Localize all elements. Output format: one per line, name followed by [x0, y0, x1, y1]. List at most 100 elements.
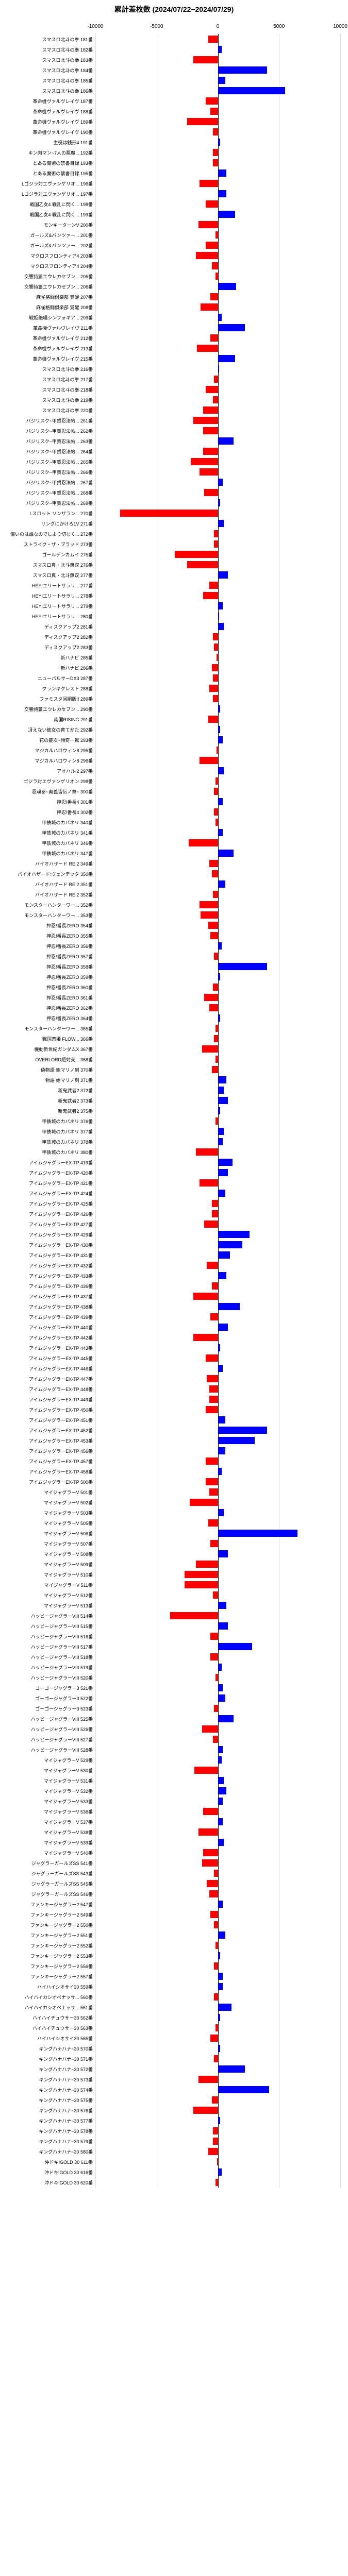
row-label: ファミスタ回胴版!! 289番	[3, 696, 93, 702]
bar	[206, 1354, 218, 1362]
row-label: アイムジャグラーEX-TP 424番	[3, 1190, 93, 1197]
row-label: バジリスク~甲賀忍法帖... 267番	[3, 479, 93, 486]
data-row: マイジャグラーV 531番	[0, 1775, 348, 1786]
data-row: バジリスク~甲賀忍法帖... 265番	[0, 456, 348, 467]
row-label: ディスクアップ2 283番	[3, 644, 93, 651]
data-row: 交響詩篇エウレカセブン... 290番	[0, 704, 348, 714]
row-label: ガールズ&パンツァー... 201番	[3, 232, 93, 239]
row-label: マイジャグラーV 530番	[3, 1767, 93, 1774]
data-row: ハッピージャグラーVIII 520番	[0, 1672, 348, 1683]
bar	[216, 1025, 218, 1032]
bar	[193, 56, 218, 63]
row-label: Lスロット ソンザラン... 270番	[3, 510, 93, 517]
bar	[218, 973, 221, 980]
bar	[203, 427, 218, 434]
bar	[218, 1901, 223, 1908]
row-label: ジャグラーガールズSS 546番	[3, 1891, 93, 1897]
data-row: 押忍!番長ZERO 358番	[0, 961, 348, 972]
bar	[198, 221, 218, 228]
bar	[218, 1777, 224, 1784]
row-label: 甲鉄城のカバネリ 347番	[3, 850, 93, 857]
row-label: ハイハイチュウサー30 563番	[3, 2025, 93, 2031]
bar	[218, 66, 267, 74]
data-row: アイムジャグラーEX-TP 446番	[0, 1363, 348, 1374]
row-label: スマスロ北斗の拳 217番	[3, 376, 93, 383]
data-row: アイムジャグラーEX-TP 500番	[0, 1477, 348, 1487]
bar	[218, 1107, 221, 1114]
row-label: マイジャグラーV 540番	[3, 1850, 93, 1856]
row-label: バジリスク~甲賀忍法帖... 268番	[3, 489, 93, 496]
bar	[200, 468, 218, 476]
row-label: マイジャグラーV 529番	[3, 1757, 93, 1764]
row-label: マイジャグラーV 513番	[3, 1602, 93, 1609]
data-row: スマスロ北斗の拳 186番	[0, 86, 348, 96]
row-label: ファンキージャグラー2 556番	[3, 1963, 93, 1970]
data-row: キン肉マン~7人の悪魔... 192番	[0, 147, 348, 158]
row-label: アイムジャグラーEX-TP 448番	[3, 1386, 93, 1393]
data-row: Lスロット ソンザラン... 270番	[0, 508, 348, 518]
bar	[218, 1818, 223, 1825]
row-label: バジリスク~甲賀忍法帖... 263番	[3, 438, 93, 445]
row-label: バジリスク~甲賀忍法帖... 265番	[3, 459, 93, 465]
data-row: 革命機ヴァルヴレイヴ 211番	[0, 323, 348, 333]
data-row: アオハル!2 297番	[0, 766, 348, 776]
data-row: マイジャグラーV 538番	[0, 1827, 348, 1837]
data-row: マジカルハロウィン8 296番	[0, 755, 348, 766]
bar	[218, 1128, 224, 1135]
data-row: アイムジャグラーEX-TP 442番	[0, 1332, 348, 1343]
bar	[218, 1509, 224, 1516]
data-row: 押忍!番長ZERO 357番	[0, 951, 348, 961]
row-label: マイジャグラーV 505番	[3, 1520, 93, 1527]
bar	[212, 2096, 218, 2104]
bar	[214, 530, 218, 537]
data-row: ゴジラ対エヴァンゲリオン 298番	[0, 776, 348, 786]
data-row: マジカルハロウィン8 295番	[0, 745, 348, 755]
bar	[213, 674, 218, 682]
bar	[218, 1303, 240, 1310]
row-label: 甲鉄城のカバネリ 378番	[3, 1139, 93, 1145]
bar	[218, 1087, 224, 1094]
bar	[218, 1437, 255, 1444]
row-label: マイジャグラーV 511番	[3, 1582, 93, 1588]
data-row: 甲鉄城のカバネリ 377番	[0, 1126, 348, 1137]
bar	[212, 870, 218, 877]
bar	[198, 2076, 218, 2083]
row-label: 押忍!番長ZERO 359番	[3, 974, 93, 980]
bar	[200, 180, 218, 187]
row-label: バイオハザード RE:2 349番	[3, 860, 93, 867]
row-label: ハッピージャグラーVIII 517番	[3, 1643, 93, 1650]
row-label: アオハル!2 297番	[3, 768, 93, 774]
row-label: 交響詩篇エウレカセブン... 206番	[3, 283, 93, 290]
data-row: ハッピージャグラーVIII 515番	[0, 1621, 348, 1631]
row-label: 新鬼武者2 373番	[3, 1097, 93, 1104]
data-row: アイムジャグラーEX-TP 436番	[0, 1281, 348, 1291]
data-row: 押忍!番長ZERO 359番	[0, 972, 348, 982]
row-label: 革命機ヴァルヴレイヴ 188番	[3, 108, 93, 115]
row-label: ニューパルサーDX3 287番	[3, 675, 93, 682]
row-label: マイジャグラーV 503番	[3, 1510, 93, 1516]
data-row: 麻雀格闘倶楽部 覚醒 208番	[0, 302, 348, 312]
bar	[203, 1808, 218, 1815]
data-row: 花の慶次~傾奇一転 293番	[0, 735, 348, 745]
data-row: バジリスク~甲賀忍法帖... 263番	[0, 436, 348, 446]
bar	[196, 1148, 218, 1156]
data-row: アイムジャグラーEX-TP 456番	[0, 1446, 348, 1456]
row-label: アイムジャグラーEX-TP 457番	[3, 1458, 93, 1465]
data-row: 革命機ヴァルヴレイヴ 213番	[0, 343, 348, 353]
data-row: ディスクアップ2 283番	[0, 642, 348, 652]
row-label: 沖ドキ!GOLD 30 616番	[3, 2169, 93, 2176]
row-label: 花の慶次~傾奇一転 293番	[3, 737, 93, 743]
data-row: スマスロ真・北斗無双 277番	[0, 570, 348, 580]
bar	[213, 633, 218, 640]
row-label: アイムジャグラーEX-TP 430番	[3, 1242, 93, 1248]
bar	[218, 1365, 223, 1372]
axis-tick: 5000	[273, 24, 285, 29]
data-row: アイムジャグラーEX-TP 458番	[0, 1466, 348, 1477]
bar	[218, 1715, 234, 1722]
bar	[170, 1612, 218, 1619]
row-label: Lゴジラ対エヴァンゲリオ... 196番	[3, 180, 93, 187]
data-row: ゴールデンカムイ 275番	[0, 549, 348, 560]
row-label: マイジャグラーV 536番	[3, 1808, 93, 1815]
bar	[206, 1406, 218, 1413]
row-label: 革命機ヴァルヴレイヴ 211番	[3, 325, 93, 331]
